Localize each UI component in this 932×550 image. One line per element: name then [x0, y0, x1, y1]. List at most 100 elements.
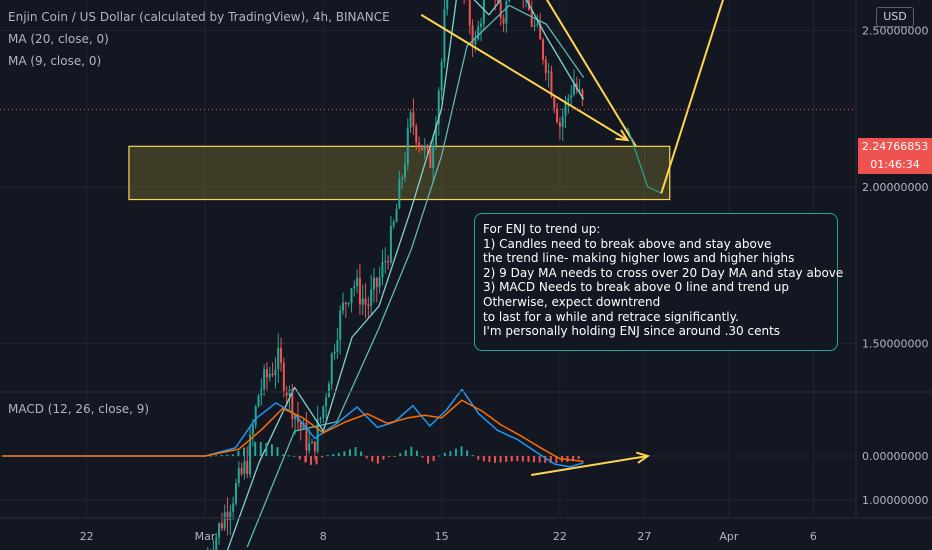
macd-histogram-bar	[488, 456, 491, 463]
candle-body	[418, 142, 421, 146]
candle-body	[215, 537, 218, 550]
candle-body	[381, 262, 384, 278]
price-tick-label: 1.50000000	[862, 338, 928, 351]
time-tick-label: 6	[810, 530, 817, 543]
macd-histogram-bar	[427, 456, 430, 464]
macd-histogram-bar	[460, 446, 463, 456]
annotation-box[interactable]: For ENJ to trend up: 1) Candles need to …	[474, 213, 844, 351]
macd-histogram-bar	[231, 454, 234, 456]
ma9-legend[interactable]: MA (9, close, 0)	[8, 54, 102, 68]
macd-histogram-bar	[360, 451, 363, 456]
candle-body	[325, 397, 328, 407]
candle-body	[234, 483, 237, 504]
candle-body	[327, 383, 330, 398]
candle-body	[361, 298, 364, 305]
macd-histogram-bar	[393, 456, 396, 457]
candle-body	[291, 389, 294, 420]
time-tick-label: Apr	[719, 530, 739, 543]
macd-histogram-bar	[254, 441, 257, 456]
macd-histogram-bar	[438, 455, 441, 457]
candle-body	[536, 24, 539, 26]
candle-body	[482, 0, 485, 24]
candle-body	[367, 304, 370, 306]
candle-body	[378, 277, 381, 288]
candle-body	[429, 148, 432, 168]
price-tick-label: 2.00000000	[862, 181, 928, 194]
candle-body	[316, 419, 319, 452]
candle-body	[550, 71, 553, 97]
ma20-legend[interactable]: MA (20, close, 0)	[8, 32, 109, 46]
candle-body	[347, 303, 350, 305]
candle-body	[423, 145, 426, 150]
candle-body	[480, 23, 483, 27]
candle-body	[572, 83, 575, 95]
annotation-line: I'm personally holding ENJ since around …	[483, 324, 781, 339]
macd-histogram-bar	[321, 456, 324, 458]
candle-body	[263, 369, 266, 390]
candle-body	[330, 353, 333, 384]
macd-histogram-bar	[533, 456, 536, 463]
macd-histogram-bar	[304, 456, 307, 463]
macd-histogram-bar	[404, 450, 407, 456]
price-tick-label: 2.50000000	[862, 25, 928, 38]
candle-body	[370, 289, 373, 306]
macd-legend[interactable]: MACD (12, 26, close, 9)	[8, 402, 150, 416]
candle-body	[406, 127, 409, 165]
currency-button[interactable]: USD	[876, 7, 914, 27]
candle-body	[333, 351, 336, 354]
macd-histogram-bar	[349, 449, 352, 456]
candle-body	[373, 277, 375, 290]
candle-body	[544, 59, 547, 73]
macd-histogram-bar	[265, 442, 268, 456]
candle-body	[570, 94, 573, 99]
candle-body	[432, 146, 435, 168]
time-tick-label: Mar	[195, 530, 216, 543]
macd-histogram-bar	[471, 455, 474, 457]
candle-body	[375, 277, 378, 288]
candle-body	[280, 347, 283, 363]
macd-histogram-bar	[454, 448, 457, 456]
annotation-line: 2) 9 Day MA needs to cross over 20 Day M…	[483, 265, 844, 280]
candle-body	[246, 461, 249, 475]
macd-histogram-bar	[365, 456, 368, 459]
candle-body	[426, 145, 429, 149]
macd-histogram-bar	[326, 454, 329, 456]
candle-body	[364, 298, 367, 305]
macd-histogram-bar	[388, 456, 391, 457]
macd-histogram-bar	[549, 456, 552, 464]
macd-histogram-bar	[220, 454, 223, 456]
macd-histogram-bar	[499, 456, 502, 463]
candle-body	[502, 18, 505, 24]
candle-body	[409, 112, 412, 128]
candle-body	[339, 310, 342, 340]
candle-body	[547, 71, 550, 73]
signal-line	[2, 399, 584, 463]
macd-histogram-bar	[510, 456, 513, 462]
macd-histogram-bar	[443, 452, 446, 456]
candle-body	[443, 9, 446, 63]
candle-body	[392, 221, 395, 227]
macd-histogram-bar	[449, 451, 452, 456]
time-tick-label: 27	[637, 530, 651, 543]
macd-histogram-bar	[521, 456, 524, 462]
candle-body	[508, 0, 511, 2]
candle-body	[299, 421, 302, 429]
macd-histogram-bar	[215, 455, 218, 457]
candle-body	[477, 26, 480, 40]
candle-body	[446, 0, 449, 10]
candle-body	[305, 422, 308, 451]
macd-histogram-bar	[371, 456, 374, 462]
macd-histogram-bar	[259, 441, 262, 456]
macd-histogram-bar	[293, 455, 296, 457]
candle-body	[567, 98, 570, 102]
time-tick-label: 22	[553, 530, 567, 543]
macd-histogram-bar	[527, 456, 530, 462]
macd-histogram-bar	[298, 456, 301, 460]
candle-body	[288, 389, 291, 396]
candle-body	[294, 415, 297, 420]
candle-body	[271, 373, 274, 376]
candle-body	[575, 83, 578, 91]
candle-body	[468, 0, 471, 26]
candle-body	[232, 503, 235, 512]
